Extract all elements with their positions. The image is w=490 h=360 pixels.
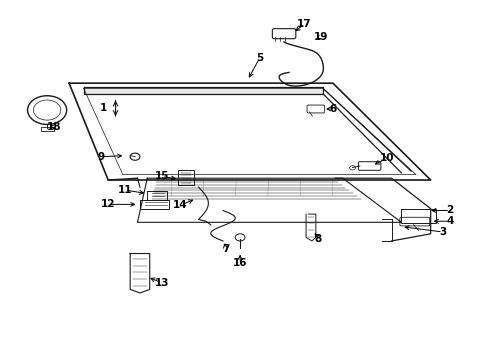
Text: 11: 11 <box>118 185 132 195</box>
Text: 10: 10 <box>379 153 394 163</box>
Text: 6: 6 <box>329 104 337 114</box>
Text: 13: 13 <box>155 278 169 288</box>
FancyBboxPatch shape <box>41 127 54 131</box>
Text: 12: 12 <box>101 199 116 210</box>
Text: 14: 14 <box>173 200 188 210</box>
Text: 7: 7 <box>222 244 229 254</box>
Polygon shape <box>84 87 323 94</box>
FancyBboxPatch shape <box>178 170 194 185</box>
Text: 9: 9 <box>98 152 104 162</box>
Text: 3: 3 <box>439 227 446 237</box>
Text: 1: 1 <box>99 103 107 113</box>
FancyBboxPatch shape <box>400 217 430 226</box>
Text: 19: 19 <box>314 32 328 41</box>
Text: 16: 16 <box>233 258 247 268</box>
Text: 4: 4 <box>446 216 454 226</box>
Text: 18: 18 <box>47 122 62 132</box>
Text: 2: 2 <box>446 206 454 216</box>
Text: 8: 8 <box>315 234 322 244</box>
Text: 17: 17 <box>297 19 312 29</box>
Text: 15: 15 <box>155 171 169 181</box>
Text: 5: 5 <box>256 53 263 63</box>
FancyBboxPatch shape <box>272 29 296 39</box>
FancyBboxPatch shape <box>307 105 325 113</box>
FancyBboxPatch shape <box>358 162 381 170</box>
